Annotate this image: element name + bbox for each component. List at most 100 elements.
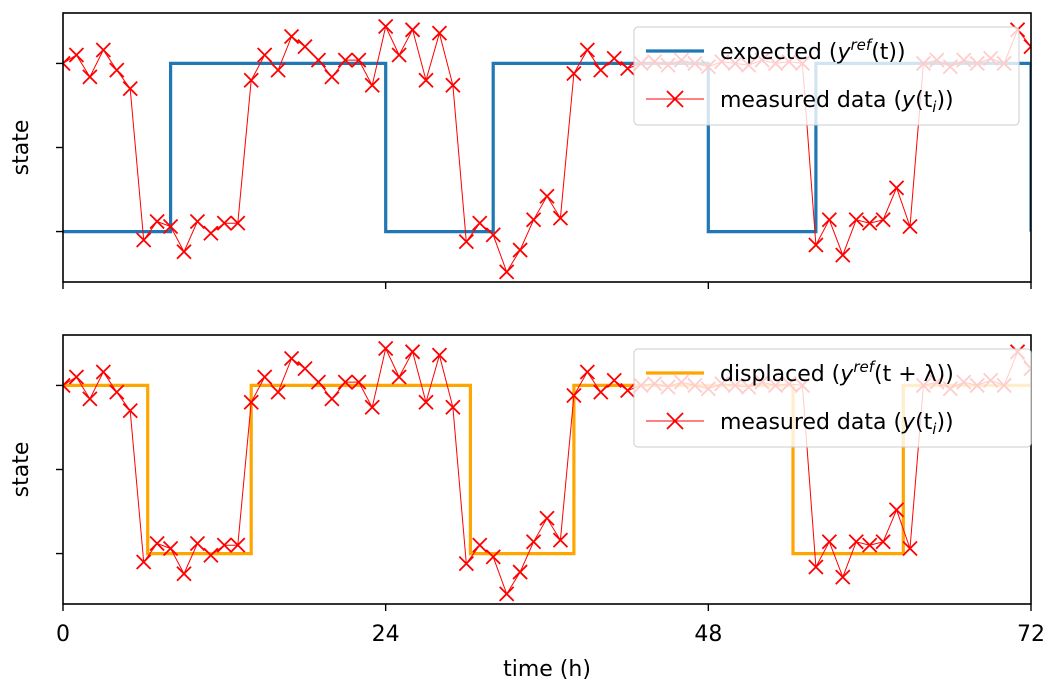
measured-data-point (149, 213, 165, 230)
measured-data-point (485, 549, 501, 565)
measured-data-point (378, 18, 394, 35)
legend-marker-icon (666, 90, 684, 108)
measured-data-point (458, 556, 474, 572)
measured-data-point (418, 72, 434, 88)
measured-data-point (297, 38, 313, 55)
measured-data-point (82, 391, 98, 407)
measured-data-point (566, 65, 582, 82)
x-axis-label: time (h) (503, 657, 591, 682)
bottom-panel: 0 24 48 72 time (h) state displaced (yref(t + … (9, 334, 1045, 682)
measured-data-point (216, 215, 232, 231)
measured-data-point (136, 232, 152, 248)
measured-data-point (230, 537, 246, 553)
measured-data-point (404, 22, 421, 38)
measured-data-point (808, 559, 824, 575)
measured-data-point (593, 62, 609, 78)
measured-data-point (176, 566, 192, 582)
measured-data-point (257, 369, 273, 385)
measured-data-point (835, 247, 851, 263)
measured-data-point (566, 387, 582, 404)
measured-data-point (136, 554, 152, 570)
measured-data-point (445, 77, 461, 93)
measured-data-point (472, 537, 488, 553)
measured-data-point (821, 212, 837, 228)
measured-data-point (552, 210, 569, 226)
measured-data-point (203, 547, 219, 563)
measured-data-point (539, 188, 555, 204)
measured-data-point (216, 537, 232, 553)
measured-data-point (848, 534, 864, 550)
measured-data-point (364, 399, 380, 415)
y-axis-label: state (9, 120, 34, 176)
measured-data-point (539, 510, 555, 526)
measured-data-point (162, 218, 179, 235)
measured-data-point (418, 394, 434, 410)
measured-data-point (297, 360, 313, 377)
measured-data-point (82, 69, 98, 85)
measured-data-point (162, 540, 179, 557)
measured-data-point (176, 244, 192, 260)
legend-label: measured data (y(ti)) (720, 88, 954, 116)
measured-data-point (888, 180, 905, 196)
measured-data-point (149, 535, 165, 552)
measured-data-point (499, 264, 515, 280)
measured-data-point (63, 55, 71, 72)
measured-data-point (391, 369, 407, 385)
measured-data-point (364, 77, 380, 93)
measured-data-point (472, 215, 488, 231)
measured-data-point (485, 227, 501, 243)
measured-data-point (875, 534, 891, 550)
measured-data-point (310, 374, 327, 390)
measured-data-point (122, 403, 138, 419)
measured-data-point (821, 534, 837, 550)
measured-data-point (109, 62, 125, 78)
measured-data-point (835, 569, 851, 585)
measured-data-point (230, 215, 246, 231)
measured-data-point (95, 364, 111, 380)
measured-data-point (445, 399, 461, 415)
top-panel: state expected (yref(t)) measured data (y(… (9, 12, 1032, 289)
measured-data-point (283, 350, 300, 367)
legend-label: displaced (yref(t + λ)) (720, 358, 954, 387)
measured-data-point (1023, 38, 1031, 55)
measured-data-point (579, 42, 595, 58)
measured-data-point (68, 47, 85, 63)
legend-marker-icon (666, 412, 684, 430)
measured-data-point (337, 52, 353, 68)
measured-data-point (848, 212, 864, 228)
measured-data-point (63, 377, 71, 394)
measured-data-point (270, 62, 286, 78)
measured-data-point (512, 242, 528, 258)
measured-data-point (270, 384, 286, 400)
measured-data-point (122, 81, 138, 97)
measured-data-point (337, 374, 353, 390)
measured-data-point (404, 344, 421, 360)
measured-data-point (593, 384, 609, 400)
measured-data-point (310, 52, 327, 68)
measured-data-point (888, 502, 905, 518)
measured-data-point (552, 532, 569, 548)
measured-data-point (620, 382, 636, 399)
measured-data-point (95, 42, 111, 58)
measured-data-point (68, 369, 85, 385)
x-tick-label: 72 (1017, 622, 1045, 647)
measured-data-point (351, 374, 367, 390)
measured-data-point (431, 25, 448, 41)
legend-label: measured data (y(ti)) (720, 410, 954, 438)
measured-data-point (283, 28, 300, 45)
measured-data-point (324, 391, 340, 407)
measured-data-point (324, 69, 340, 85)
x-tick-label: 0 (56, 622, 70, 647)
legend-box (633, 348, 1032, 448)
measured-data-point (351, 52, 367, 68)
measured-data-point (862, 215, 878, 231)
measured-data-point (862, 537, 878, 553)
measured-data-point (203, 225, 219, 241)
measured-data-point (458, 234, 474, 250)
measured-data-point (606, 372, 622, 389)
measured-data-point (902, 218, 918, 235)
measured-data-point (189, 213, 206, 230)
measured-data-point (579, 364, 595, 380)
measured-data-point (243, 394, 259, 410)
